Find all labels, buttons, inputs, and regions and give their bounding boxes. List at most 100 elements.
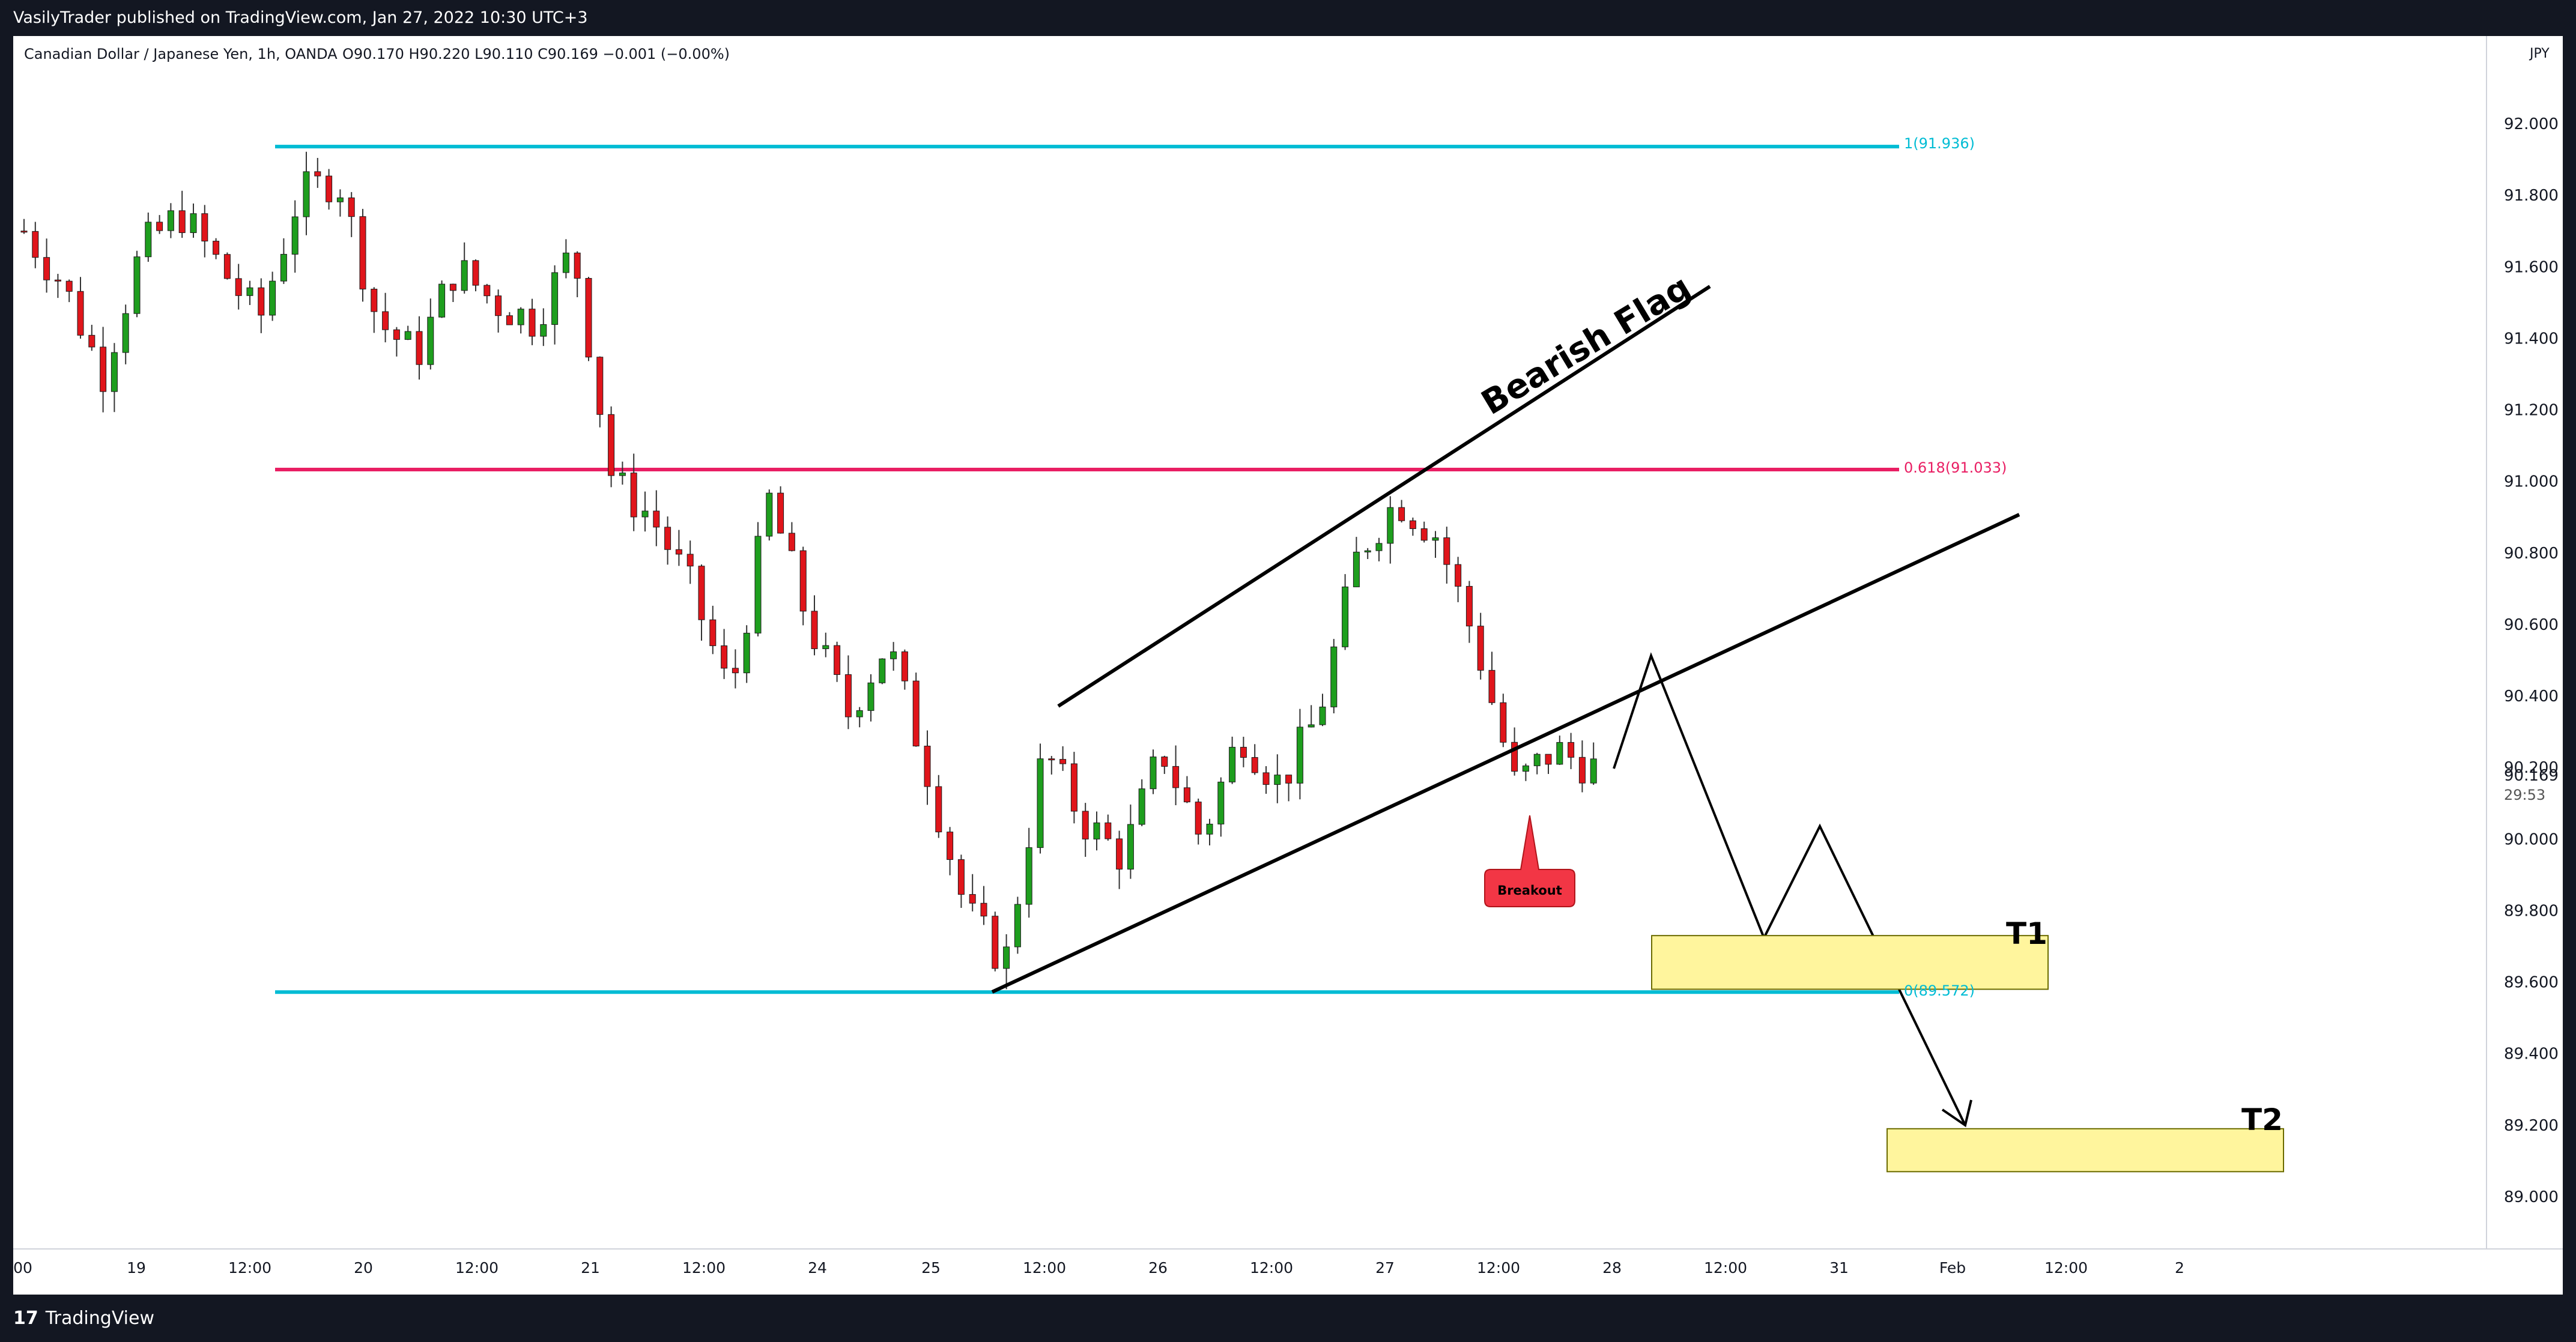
candle-body-up — [551, 272, 559, 325]
candle-body-down — [32, 231, 39, 258]
candle — [777, 486, 784, 534]
candle-body-down — [1240, 746, 1247, 758]
candle — [1545, 754, 1552, 774]
candle — [438, 280, 446, 318]
candle — [1025, 827, 1032, 918]
candle-body-down — [65, 280, 73, 292]
candle-body-down — [178, 210, 186, 234]
candle-body-up — [461, 260, 468, 291]
candle-body-up — [743, 632, 750, 674]
candle — [664, 516, 671, 565]
time-tick-label: 00 — [13, 1259, 32, 1277]
candle-body-down — [416, 331, 423, 365]
price-tick-label: 89.000 — [2504, 1188, 2559, 1206]
candle — [54, 274, 61, 298]
target-zone[interactable] — [1887, 1128, 2284, 1173]
candle — [348, 192, 355, 237]
candle-body-up — [1003, 946, 1010, 969]
candle — [461, 242, 468, 294]
candle — [1217, 777, 1225, 837]
candle — [551, 265, 559, 345]
candle — [653, 490, 660, 546]
candle-body-up — [754, 536, 762, 633]
candle-body-up — [1025, 847, 1032, 905]
candlestick-chart[interactable]: 92.000 91.800 91.600 91.400 91.200 91.000 90.8… — [13, 36, 2563, 1295]
price-tick-label: 90.200 — [2504, 759, 2559, 777]
candle — [1522, 763, 1529, 781]
time-tick-label: 12:00 — [1023, 1259, 1066, 1277]
fib-bottom-label: 0(89.572) — [1904, 982, 1975, 999]
candle — [1342, 574, 1349, 650]
candle — [630, 453, 637, 531]
candle — [1578, 740, 1586, 793]
time-tick-label: 12:00 — [1477, 1259, 1520, 1277]
candle — [1568, 733, 1575, 769]
candle — [1037, 743, 1044, 854]
candle — [1014, 896, 1021, 954]
flag-lower-line[interactable] — [991, 513, 2020, 994]
candle-body-down — [947, 832, 954, 860]
candle — [1240, 737, 1247, 767]
candle-body-down — [1455, 564, 1462, 587]
tradingview-logo-text: TradingView — [45, 1308, 155, 1329]
candle-body-down — [1195, 802, 1202, 835]
candle-body-up — [1014, 904, 1021, 948]
candle — [709, 605, 717, 654]
time-tick-label: 26 — [1148, 1259, 1168, 1277]
candle — [1398, 500, 1405, 523]
candle-body-down — [788, 533, 795, 551]
candle-body-down — [54, 279, 61, 282]
candle — [766, 489, 773, 541]
target-zone[interactable] — [1651, 935, 2049, 990]
candle — [280, 238, 287, 284]
price-tick-label: 89.200 — [2504, 1117, 2559, 1135]
projection-arrowhead — [1941, 1099, 1972, 1128]
last-price-label: 90.169 — [2504, 767, 2559, 785]
candle-body-down — [698, 566, 705, 620]
candle-body-down — [88, 334, 95, 348]
candle — [754, 522, 762, 636]
candle-body-down — [472, 260, 479, 286]
time-tick-label: 25 — [921, 1259, 941, 1277]
candle-body-up — [1274, 775, 1281, 785]
candle-body-up — [269, 280, 276, 316]
candle — [1375, 537, 1383, 561]
price-tick-label: 91.800 — [2504, 187, 2559, 205]
candle — [698, 564, 705, 641]
candle — [32, 222, 39, 268]
time-tick-label: 27 — [1375, 1259, 1395, 1277]
candle — [1048, 755, 1055, 775]
candle — [133, 250, 141, 318]
candle — [562, 239, 569, 279]
price-tick-label: 90.600 — [2504, 616, 2559, 634]
candle — [935, 775, 942, 838]
candle-body-up — [1375, 543, 1383, 551]
candle-body-down — [709, 619, 717, 646]
candle-body-up — [122, 313, 129, 353]
candle-body-down — [326, 175, 333, 202]
candle-body-down — [901, 651, 908, 682]
candle — [844, 655, 852, 730]
candle-body-down — [653, 510, 660, 528]
candle-body-down — [664, 527, 671, 550]
candle-body-up — [336, 197, 344, 202]
candle-body-down — [721, 645, 728, 669]
tradingview-logo[interactable]: 17 TradingView — [13, 1308, 154, 1329]
candle-body-up — [867, 682, 874, 711]
candle — [223, 252, 231, 280]
flag-upper-line[interactable] — [1057, 285, 1711, 708]
breakout-callout[interactable] — [1484, 815, 1575, 907]
candle-body-down — [732, 668, 739, 674]
candle-body-down — [686, 554, 694, 567]
candle — [382, 292, 389, 343]
candle-body-down — [258, 287, 265, 316]
time-tick-label: 12:00 — [1250, 1259, 1293, 1277]
candle-body-up — [641, 510, 649, 518]
time-tick-label: 12:00 — [2044, 1259, 2088, 1277]
candle-body-up — [856, 710, 863, 718]
projection-path[interactable] — [1613, 652, 1966, 1126]
candle — [879, 658, 886, 685]
candle — [686, 540, 694, 584]
candle — [992, 911, 999, 972]
candle — [619, 461, 626, 485]
